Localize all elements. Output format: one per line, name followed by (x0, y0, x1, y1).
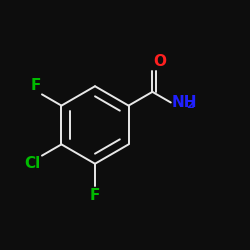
Text: O: O (154, 54, 166, 69)
Text: 2: 2 (186, 100, 194, 110)
Text: NH: NH (172, 95, 198, 110)
Text: F: F (30, 78, 41, 93)
Text: F: F (90, 188, 100, 202)
Text: Cl: Cl (24, 156, 41, 172)
